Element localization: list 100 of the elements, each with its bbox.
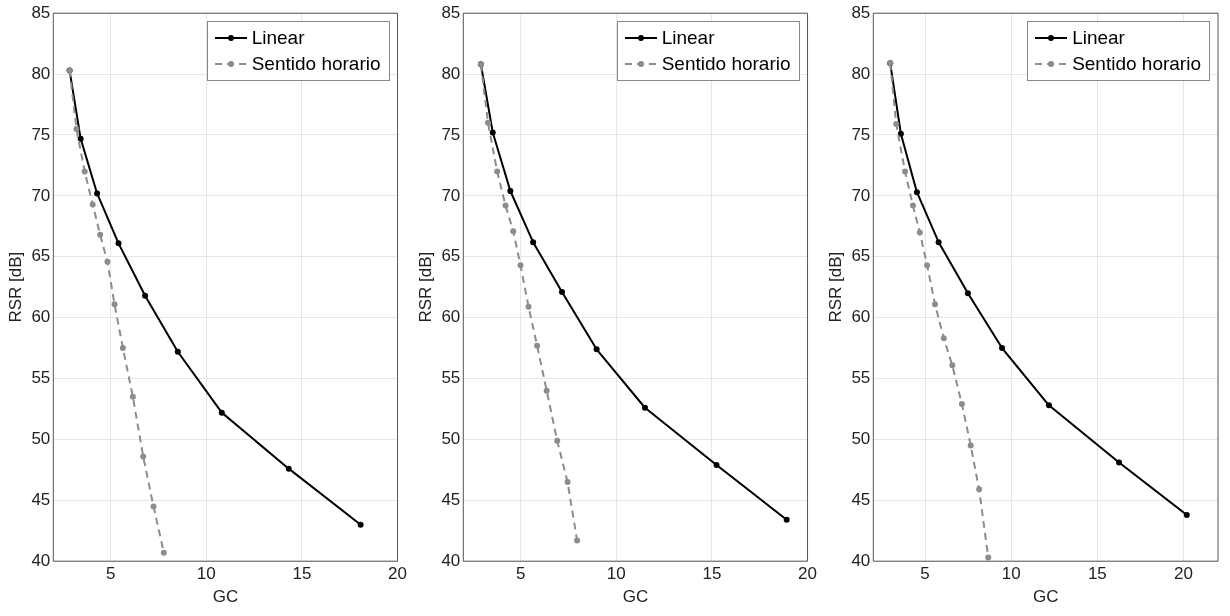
- y-tick-label: 70: [31, 185, 51, 205]
- y-tick-label: 40: [441, 550, 461, 570]
- point: [104, 258, 111, 265]
- point: [976, 486, 983, 493]
- legend-label: Linear: [1072, 26, 1125, 51]
- x-axis-title: GC: [622, 587, 649, 607]
- y-tick-label: 60: [31, 307, 51, 327]
- x-axis-title: GC: [1032, 587, 1059, 607]
- point: [174, 348, 181, 355]
- point: [1183, 511, 1190, 518]
- legend-label: Sentido horario: [661, 52, 791, 77]
- y-tick-label: 85: [31, 2, 51, 22]
- y-tick-label: 55: [441, 368, 461, 388]
- legend-label: Linear: [251, 26, 305, 51]
- y-axis-title: RSR [dB]: [825, 251, 845, 323]
- point: [285, 465, 292, 472]
- y-tick-label: 40: [851, 550, 871, 570]
- x-tick-label: 5: [105, 564, 116, 584]
- y-tick-label: 45: [851, 490, 871, 509]
- point: [999, 345, 1006, 352]
- y-tick-label: 80: [441, 63, 461, 83]
- point: [909, 202, 916, 209]
- point: [902, 168, 909, 175]
- y-tick-label: 80: [851, 63, 871, 83]
- point: [129, 393, 136, 400]
- point: [140, 453, 147, 460]
- point: [935, 239, 942, 246]
- y-tick-label: 60: [441, 307, 461, 327]
- point: [494, 168, 501, 175]
- point: [484, 119, 491, 126]
- point: [510, 228, 517, 235]
- point: [1116, 459, 1123, 466]
- point: [142, 292, 149, 299]
- point: [967, 442, 974, 449]
- point: [150, 503, 157, 510]
- point: [897, 130, 904, 137]
- y-tick-label: 45: [441, 490, 461, 509]
- y-tick-label: 80: [31, 63, 51, 83]
- point: [924, 262, 931, 269]
- y-tick-label: 65: [851, 246, 871, 266]
- y-tick-label: 50: [31, 429, 51, 449]
- point: [593, 346, 600, 353]
- point: [932, 301, 939, 308]
- x-tick-label: 15: [292, 564, 312, 584]
- x-tick-label: 15: [702, 564, 722, 584]
- y-tick-label: 40: [31, 550, 51, 570]
- x-tick-label: 5: [515, 564, 526, 584]
- y-axis-title: RSR [dB]: [5, 251, 25, 323]
- x-tick-label: 10: [1001, 564, 1021, 584]
- point: [525, 303, 532, 310]
- point: [502, 202, 509, 209]
- point: [985, 554, 992, 561]
- point: [530, 239, 537, 246]
- x-axis-title: GC: [212, 587, 239, 607]
- x-tick-label: 5: [920, 564, 930, 584]
- y-tick-label: 50: [851, 429, 871, 449]
- point: [94, 190, 101, 197]
- x-tick-label: 20: [798, 564, 818, 584]
- y-tick-label: 60: [851, 307, 871, 327]
- point: [940, 335, 947, 342]
- point: [534, 342, 541, 349]
- point: [713, 462, 720, 468]
- point: [81, 168, 88, 175]
- point: [913, 189, 920, 196]
- y-tick-label: 50: [441, 429, 461, 449]
- y-tick-label: 45: [31, 490, 51, 509]
- legend-label: Sentido horario: [251, 52, 381, 77]
- point: [564, 479, 571, 486]
- y-axis-title: RSR [dB]: [415, 251, 435, 323]
- y-tick-label: 75: [31, 124, 51, 144]
- point: [517, 262, 524, 269]
- y-tick-label: 70: [851, 185, 871, 205]
- legend-label: Sentido horario: [1072, 52, 1201, 77]
- point: [783, 516, 790, 523]
- point: [73, 125, 80, 132]
- point: [357, 521, 364, 528]
- point: [949, 362, 956, 369]
- point: [489, 129, 496, 136]
- point: [641, 404, 648, 411]
- point: [111, 301, 118, 308]
- y-tick-label: 55: [851, 368, 871, 388]
- point: [574, 537, 581, 544]
- point: [1045, 402, 1052, 409]
- point: [97, 231, 104, 238]
- point: [77, 135, 84, 142]
- y-tick-label: 55: [31, 368, 51, 388]
- point: [507, 188, 514, 194]
- point: [558, 289, 565, 296]
- legend-label: Linear: [661, 26, 715, 51]
- point: [218, 409, 225, 416]
- point: [115, 240, 122, 247]
- x-tick-label: 10: [606, 564, 626, 584]
- point: [958, 401, 965, 408]
- y-tick-label: 75: [851, 124, 871, 144]
- point: [89, 201, 96, 208]
- y-tick-label: 65: [31, 246, 51, 266]
- y-tick-label: 65: [441, 246, 461, 266]
- y-tick-label: 85: [851, 2, 871, 22]
- point: [119, 345, 126, 352]
- y-tick-label: 70: [441, 185, 461, 205]
